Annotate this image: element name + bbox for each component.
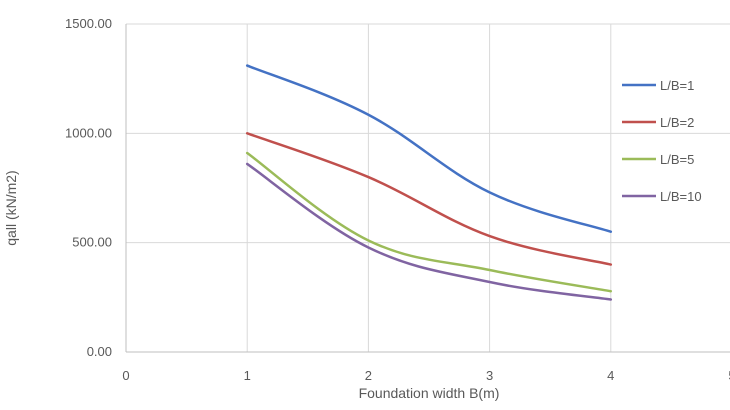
y-axis-title: qall (kN/m2) [3, 170, 19, 245]
legend-label: L/B=5 [660, 152, 694, 167]
legend-label: L/B=2 [660, 115, 694, 130]
x-tick-label: 0 [122, 368, 129, 383]
x-axis-title: Foundation width B(m) [359, 385, 500, 401]
legend: L/B=1 L/B=2 L/B=5 L/B=10 [622, 78, 702, 204]
series-lines [247, 65, 611, 299]
axes [126, 24, 730, 352]
y-tick-label: 500.00 [72, 235, 112, 250]
legend-label: L/B=1 [660, 78, 694, 93]
y-tick-label: 1500.00 [65, 16, 112, 31]
series-line-l-b-5 [247, 153, 611, 291]
x-tick-label: 4 [607, 368, 614, 383]
y-tick-label: 1000.00 [65, 125, 112, 140]
gridlines [126, 24, 730, 352]
y-tick-label: 0.00 [87, 344, 112, 359]
legend-label: L/B=10 [660, 189, 702, 204]
x-tick-label: 3 [486, 368, 493, 383]
x-tick-label: 1 [244, 368, 251, 383]
x-tick-label: 2 [365, 368, 372, 383]
series-line-l-b-10 [247, 164, 611, 300]
